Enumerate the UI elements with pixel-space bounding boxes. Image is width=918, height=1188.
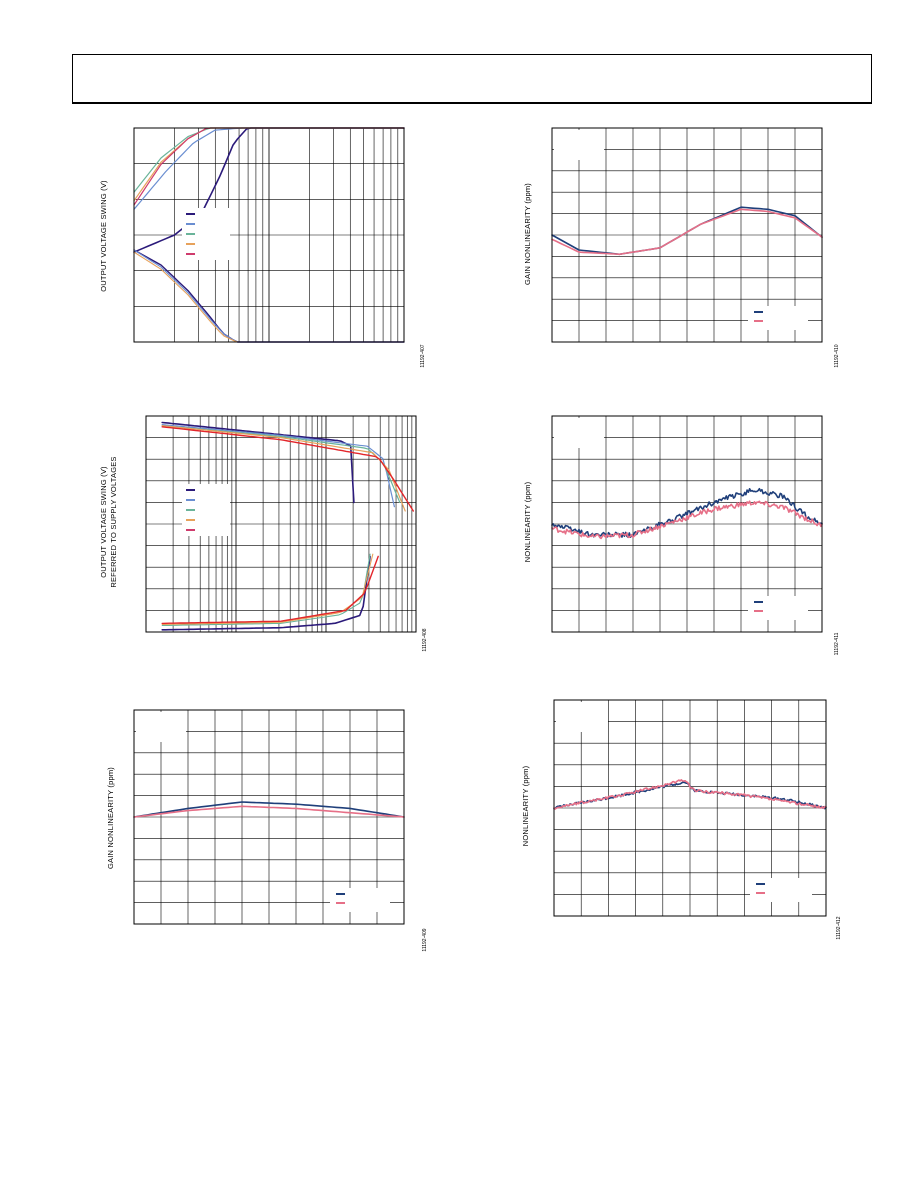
legend-box bbox=[750, 878, 812, 902]
plot-frame bbox=[145, 415, 417, 633]
series-line-0 bbox=[161, 421, 355, 504]
y-axis-label: OUTPUT VOLTAGE SWING (V) bbox=[99, 466, 108, 578]
legend-box bbox=[748, 306, 808, 330]
legend-box bbox=[330, 888, 390, 912]
figure-id: 11192-409 bbox=[422, 928, 428, 951]
chart-gain-nonlinearity-right: GAIN NONLINEARITY (ppm) 11192-410 bbox=[523, 127, 840, 368]
chart-output-swing-vs-load: OUTPUT VOLTAGE SWING (V) 11192-407 bbox=[99, 127, 426, 368]
series-line-6 bbox=[161, 553, 371, 627]
plot-frame bbox=[133, 709, 405, 925]
series-line-1 bbox=[551, 208, 823, 256]
series-line-5 bbox=[161, 555, 371, 631]
y-axis-label: NONLINEARITY (ppm) bbox=[521, 765, 530, 846]
series-line-1 bbox=[553, 779, 827, 810]
figure-id: 11192-407 bbox=[420, 344, 426, 367]
legend bbox=[182, 208, 230, 260]
chart-output-swing-vs-current: OUTPUT VOLTAGE SWING (V) REFERRED TO SUP… bbox=[99, 415, 428, 652]
series-line-3 bbox=[161, 425, 406, 512]
figure-id: 11192-408 bbox=[422, 628, 428, 651]
grid bbox=[552, 128, 822, 342]
plot-frame bbox=[133, 127, 405, 343]
legend-box bbox=[748, 596, 808, 620]
legend bbox=[748, 596, 808, 620]
y-axis-label: GAIN NONLINEARITY (ppm) bbox=[106, 767, 115, 869]
series-line-1 bbox=[551, 500, 823, 540]
y-axis-label-line2: REFERRED TO SUPPLY VOLTAGES bbox=[109, 456, 118, 587]
series-line-4 bbox=[161, 426, 414, 512]
figure-id: 11192-411 bbox=[834, 632, 840, 655]
chart-gain-nonlinearity-left: GAIN NONLINEARITY (ppm) 11192-409 bbox=[106, 709, 428, 952]
figure-id: 11192-412 bbox=[836, 916, 842, 939]
y-axis-label: OUTPUT VOLTAGE SWING (V) bbox=[99, 180, 108, 292]
series-line-7 bbox=[161, 553, 374, 625]
legend bbox=[330, 888, 390, 912]
plot-frame bbox=[551, 415, 823, 633]
annotation-box bbox=[556, 702, 608, 732]
chart-nonlinearity-upper: NONLINEARITY (ppm) 11192-411 bbox=[523, 415, 840, 655]
series-line-1 bbox=[133, 805, 405, 818]
chart-nonlinearity-lower: NONLINEARITY (ppm) 11192-412 bbox=[521, 699, 842, 940]
plot-frame bbox=[553, 699, 827, 917]
legend bbox=[750, 878, 812, 902]
series-line-8 bbox=[161, 555, 379, 625]
y-axis-label: GAIN NONLINEARITY (ppm) bbox=[523, 183, 532, 285]
figure-id: 11192-410 bbox=[834, 344, 840, 367]
series-line-0 bbox=[133, 801, 405, 818]
plot-frame bbox=[551, 127, 823, 343]
annotation-box bbox=[136, 712, 186, 742]
y-axis-label: NONLINEARITY (ppm) bbox=[523, 481, 532, 562]
page-header-box bbox=[72, 54, 872, 104]
grid bbox=[134, 128, 404, 342]
legend bbox=[748, 306, 808, 330]
annotation-box bbox=[554, 418, 604, 448]
annotation-box bbox=[554, 130, 604, 160]
series-line-1 bbox=[161, 424, 395, 508]
legend bbox=[182, 484, 230, 536]
